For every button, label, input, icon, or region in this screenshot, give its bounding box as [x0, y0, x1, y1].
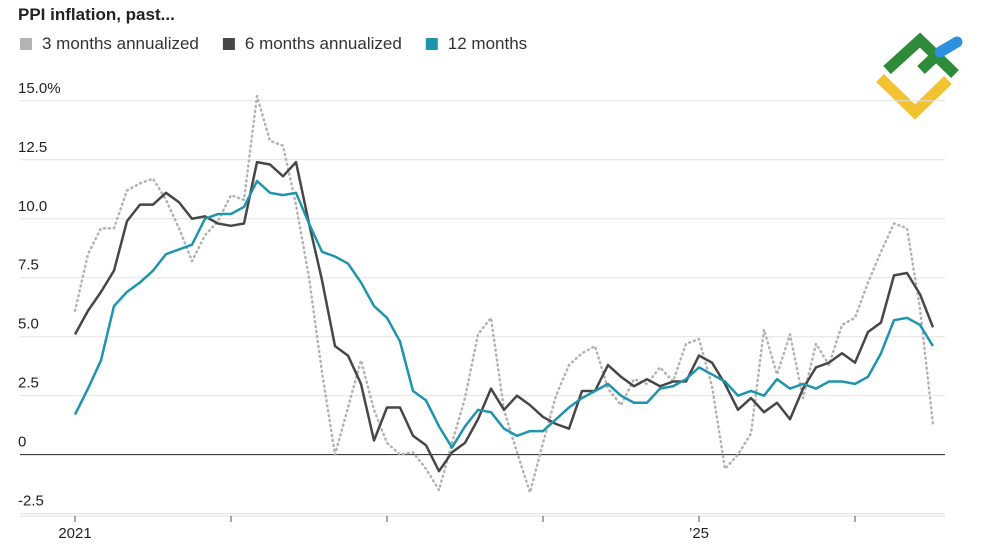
series-line: [73, 94, 935, 494]
y-tick-label: 2.5: [18, 375, 39, 392]
chart-title: PPI inflation, past...: [18, 5, 175, 24]
y-tick-label: 5.0: [18, 316, 39, 333]
y-tick-label: 12.5: [18, 139, 47, 156]
legend-swatch: [20, 38, 32, 50]
y-tick-label: 15.0%: [18, 80, 61, 97]
x-tick-label: 2021: [58, 525, 91, 542]
legend-swatch: [425, 38, 438, 50]
legend-label: 12 months: [448, 34, 527, 53]
legend-label: 6 months annualized: [245, 34, 402, 53]
x-tick-label: ’25: [689, 525, 709, 542]
y-tick-label: 0: [18, 434, 26, 451]
logo: [876, 32, 963, 120]
y-tick-label: 7.5: [18, 257, 39, 274]
y-tick-label: 10.0: [18, 198, 47, 215]
y-tick-label: -2.5: [18, 493, 44, 510]
series-line: [73, 179, 935, 449]
series-line: [73, 160, 935, 473]
legend-swatch: [222, 38, 235, 50]
legend-label: 3 months annualized: [42, 34, 199, 53]
